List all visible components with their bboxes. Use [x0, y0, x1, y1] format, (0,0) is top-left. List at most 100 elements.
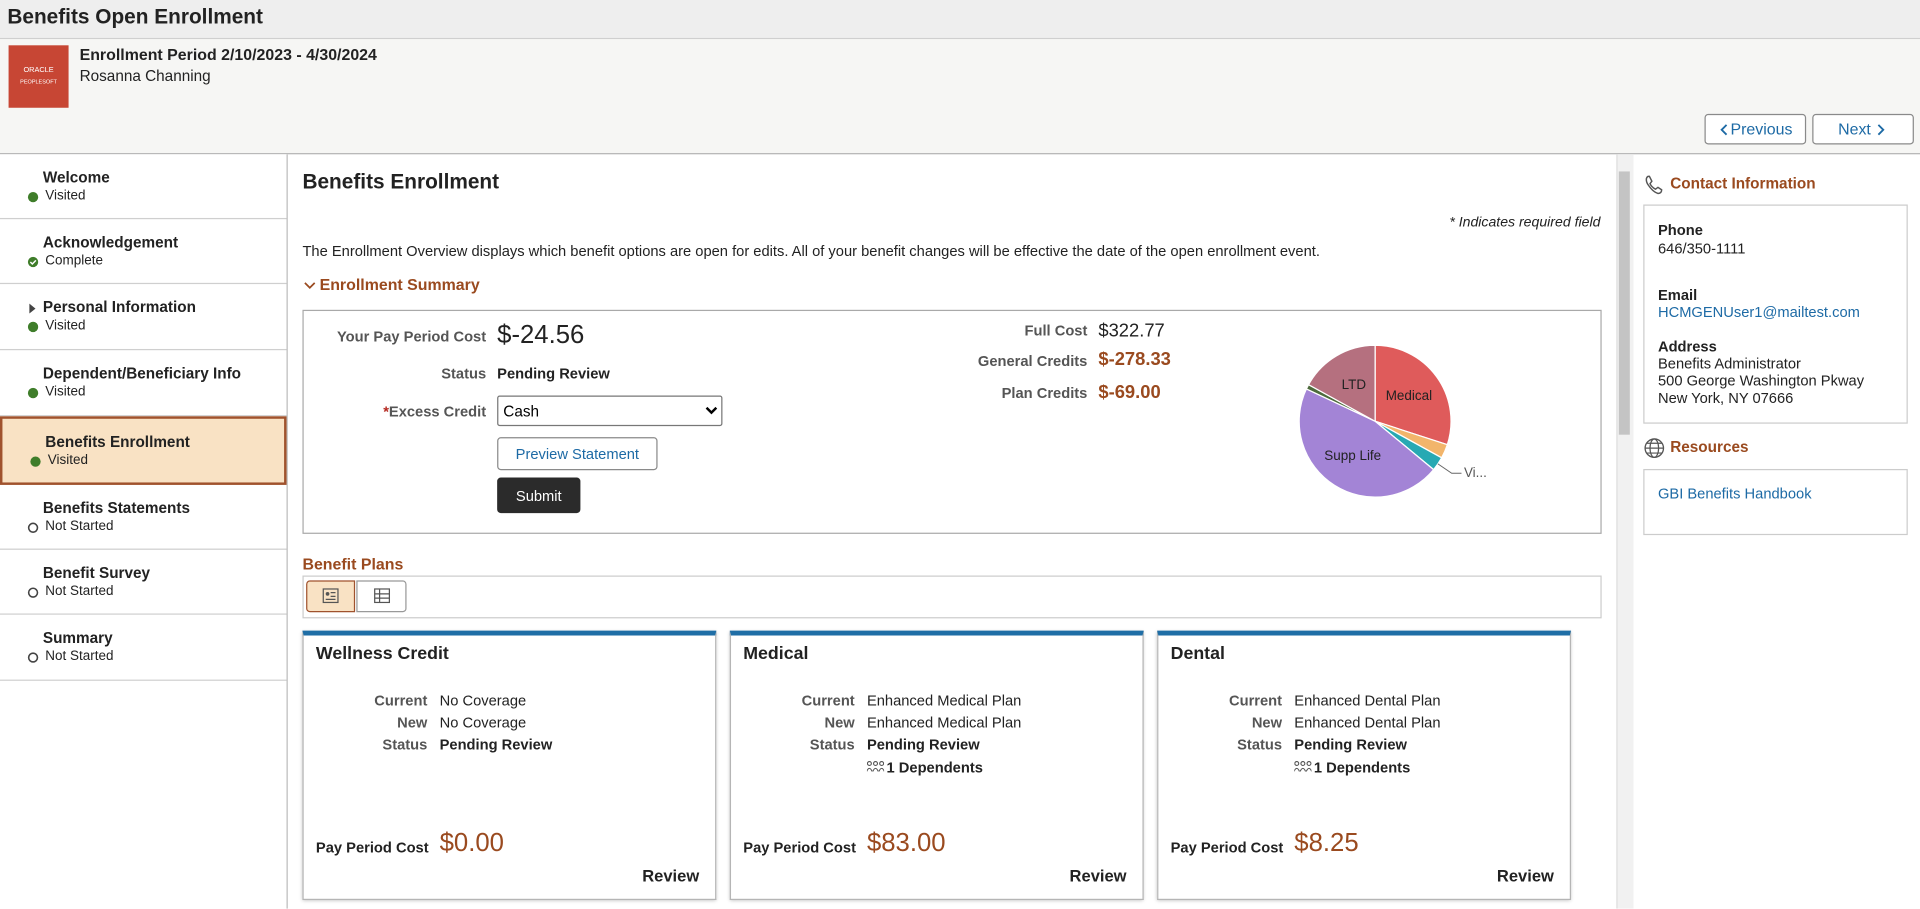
person-head — [879, 760, 885, 766]
step-item[interactable]: Benefit Survey Not Started — [0, 550, 287, 615]
status-value: Pending Review — [497, 364, 610, 383]
step-item[interactable]: Benefits Statements Not Started — [0, 485, 287, 550]
status-icon — [27, 256, 39, 268]
review-link[interactable]: Review — [1496, 866, 1554, 886]
dependents-icon — [1294, 760, 1312, 772]
status-dot — [27, 652, 39, 663]
field-label: Status — [809, 735, 855, 754]
status-icon — [27, 587, 39, 598]
field-label: Current — [374, 691, 428, 709]
submit-button[interactable]: Submit — [497, 477, 581, 514]
card-title: Dental — [1170, 644, 1225, 664]
field-label: New — [397, 713, 428, 732]
field-value: No Coverage — [439, 713, 527, 732]
status-dot — [30, 456, 41, 467]
step-status: Complete — [45, 253, 103, 269]
person-body — [872, 767, 879, 772]
field-value: No Coverage — [439, 691, 527, 709]
step-label: Acknowledgement — [42, 233, 179, 252]
address-label: Address — [1657, 337, 1717, 356]
step-item[interactable]: Personal Information Visited — [0, 284, 287, 351]
check-mark — [29, 259, 37, 266]
resource-link[interactable]: GBI Benefits Handbook — [1657, 484, 1812, 503]
previous-button[interactable]: Previous — [1704, 113, 1807, 145]
field-value: Enhanced Medical Plan — [866, 691, 1022, 709]
person-head — [1294, 760, 1300, 766]
plan-card[interactable]: Medical Current Enhanced Medical Plan New En… — [729, 630, 1144, 901]
dependents: 1 Dependents — [886, 759, 983, 777]
leader-line — [1437, 463, 1462, 474]
field-label: New — [824, 713, 855, 732]
address-line: 500 George Washington Pkway — [1657, 372, 1865, 390]
card-title: Wellness Credit — [315, 644, 449, 664]
person-body — [878, 767, 885, 772]
field-value: Enhanced Dental Plan — [1294, 691, 1441, 709]
card-icon — [322, 588, 339, 604]
required-note: * Indicates required field — [1449, 215, 1601, 231]
field-label: Current — [1228, 691, 1283, 709]
step-label: Benefits Enrollment — [45, 433, 190, 451]
status-dot — [27, 387, 39, 399]
slice-label: Medical — [1386, 388, 1432, 403]
slice-label: LTD — [1342, 377, 1367, 392]
general-credits: $-278.33 — [1098, 348, 1171, 370]
section-heading[interactable]: Enrollment Summary — [319, 275, 480, 294]
status-dot — [27, 321, 39, 333]
plan-card[interactable]: Dental Current Enhanced Dental Plan New Enha… — [1157, 630, 1572, 901]
contact-box — [1643, 204, 1908, 424]
field-value: Pending Review — [866, 735, 980, 754]
next-label: Next — [1838, 120, 1871, 139]
preview-button[interactable]: Preview Statement — [497, 437, 658, 471]
step-label: Dependent/Beneficiary Info — [42, 364, 242, 383]
cost-label: Pay Period Cost — [1170, 838, 1284, 856]
step-status: Visited — [47, 453, 88, 468]
field-label: Plan Credits — [1001, 384, 1088, 402]
step-label: Benefit Survey — [42, 564, 151, 582]
phone-label: Phone — [1657, 221, 1703, 239]
collapse-icon[interactable] — [302, 278, 317, 293]
step-item[interactable]: Dependent/Beneficiary Info Visited — [0, 350, 287, 417]
plan-card[interactable]: Wellness Credit Current No Coverage New No C… — [302, 630, 717, 901]
status-dot — [27, 256, 39, 268]
next-button[interactable]: Next — [1812, 113, 1914, 145]
field-value: Pending Review — [439, 735, 553, 754]
step-label: Welcome — [42, 168, 110, 187]
previous-label: Previous — [1730, 120, 1793, 139]
required-mark: * — [383, 402, 389, 421]
dependents: 1 Dependents — [1313, 759, 1411, 777]
status-icon — [27, 522, 39, 533]
step-item[interactable]: Welcome Visited — [0, 154, 287, 220]
review-link[interactable]: Review — [1069, 866, 1127, 886]
section-heading: Benefit Plans — [302, 554, 404, 574]
cost-value: $0.00 — [439, 828, 504, 858]
email-link[interactable]: HCMGENUser1@mailtest.com — [1657, 303, 1860, 321]
logo-text: ORACLE — [23, 67, 54, 75]
slice-label: Vi... — [1464, 465, 1487, 480]
step-item[interactable]: Summary Not Started — [0, 615, 287, 681]
step-nav: Welcome Visited Acknowledgement Complete Per… — [0, 154, 288, 909]
step-item[interactable]: Acknowledgement Complete — [0, 219, 287, 285]
employee-name: Rosanna Channing — [79, 67, 211, 85]
logo: ORACLE PEOPLESOFT — [8, 45, 69, 108]
expand-icon[interactable] — [28, 302, 38, 314]
card-view-button[interactable] — [306, 580, 356, 613]
address-line: Benefits Administrator — [1657, 355, 1801, 373]
logo-text: PEOPLESOFT — [20, 78, 57, 85]
grid-view-button[interactable] — [356, 580, 407, 613]
status-icon — [30, 456, 41, 467]
grid-icon — [374, 588, 391, 604]
full-cost: $322.77 — [1098, 320, 1165, 342]
plan-credits: $-69.00 — [1098, 382, 1161, 403]
review-link[interactable]: Review — [642, 866, 700, 886]
email-label: Email — [1657, 286, 1698, 304]
step-item[interactable]: Benefits Enrollment Visited — [0, 416, 287, 485]
resources-heading: Resources — [1670, 438, 1749, 456]
scrollbar-thumb[interactable] — [1618, 171, 1630, 435]
step-label: Personal Information — [42, 298, 196, 316]
field-label: Full Cost — [1024, 322, 1088, 340]
excess-credit-select[interactable]: Cash — [497, 395, 723, 427]
address-line: New York, NY 07666 — [1657, 389, 1794, 407]
step-status: Visited — [45, 318, 86, 334]
